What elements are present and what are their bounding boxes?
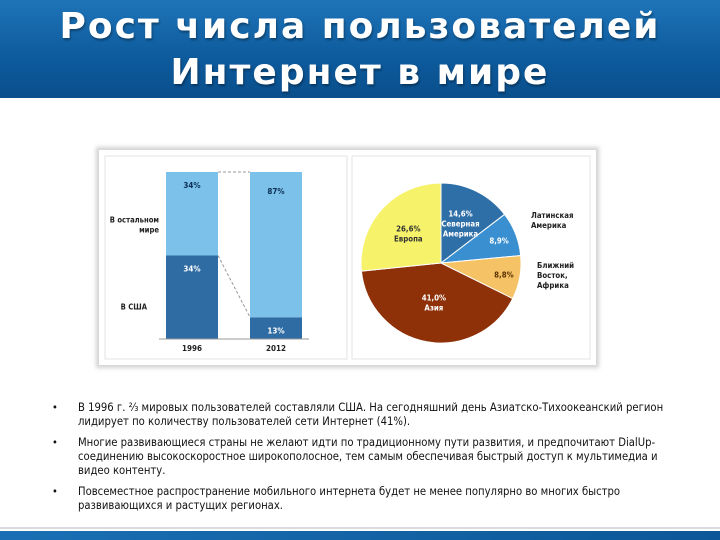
bar-segment (166, 172, 218, 256)
pie-slice-label: Северная (441, 220, 479, 229)
bar-panel (104, 155, 348, 360)
bar-segment (250, 172, 302, 318)
pie-outside-label: Восток, (537, 271, 568, 280)
bar-series-label: В США (121, 303, 148, 312)
bar-value-label: 34% (183, 181, 200, 190)
pie-outside-label: Африка (537, 281, 569, 290)
bar-value-label: 34% (183, 265, 200, 274)
x-tick-label: 1996 (182, 344, 202, 353)
pie-slice-label: 8,8% (494, 271, 513, 280)
bar-segment (250, 317, 302, 339)
pie-slice-label: 8,9% (489, 236, 508, 245)
bullet-item: Многие развивающиеся страны не желают ид… (52, 436, 692, 478)
chart-figure: 34% 34% 1996 13% 87% 2012 В остальном мире В США… (99, 150, 596, 365)
pie-slice-label: 41,0% (422, 293, 446, 302)
pie-slice-label: 26,6% (396, 225, 420, 234)
pie-slice-label: Америка (443, 230, 479, 239)
bar-value-label: 13% (267, 326, 284, 335)
slide-title-line1: Рост числа пользователей (59, 6, 661, 47)
pie-slice-label: Азия (424, 303, 443, 312)
footer-divider (0, 527, 720, 529)
pie-outside-label: Америка (531, 221, 567, 230)
pie-slice (440, 182, 506, 265)
title-banner: Рост числа пользователей Интернет в мире (0, 0, 720, 98)
pie-slice-label: 14,6% (448, 210, 472, 219)
bullet-list: В 1996 г. ⅔ мировых пользователей состав… (52, 401, 692, 520)
pie-slice (360, 262, 514, 344)
bullet-item: В 1996 г. ⅔ мировых пользователей состав… (52, 401, 692, 429)
bar-segment (166, 255, 218, 339)
pie-outside-label: Ближний (537, 261, 574, 270)
bar-series-label: В остальном (110, 216, 160, 225)
pie-slice (360, 182, 442, 272)
pie-outside-label: Латинская (531, 211, 574, 220)
bullet-item: Повсеместное распространение мобильного … (52, 485, 692, 513)
slide-title-line2: Интернет в мире (170, 52, 550, 93)
bar-series-label: мире (139, 226, 159, 235)
bar-value-label: 87% (267, 187, 284, 196)
connector-line (217, 255, 251, 318)
slide-title: Рост числа пользователей Интернет в мире (0, 4, 720, 96)
x-tick-label: 2012 (266, 344, 286, 353)
pie-slice-label: Европа (394, 235, 423, 244)
footer-bar (0, 531, 720, 540)
